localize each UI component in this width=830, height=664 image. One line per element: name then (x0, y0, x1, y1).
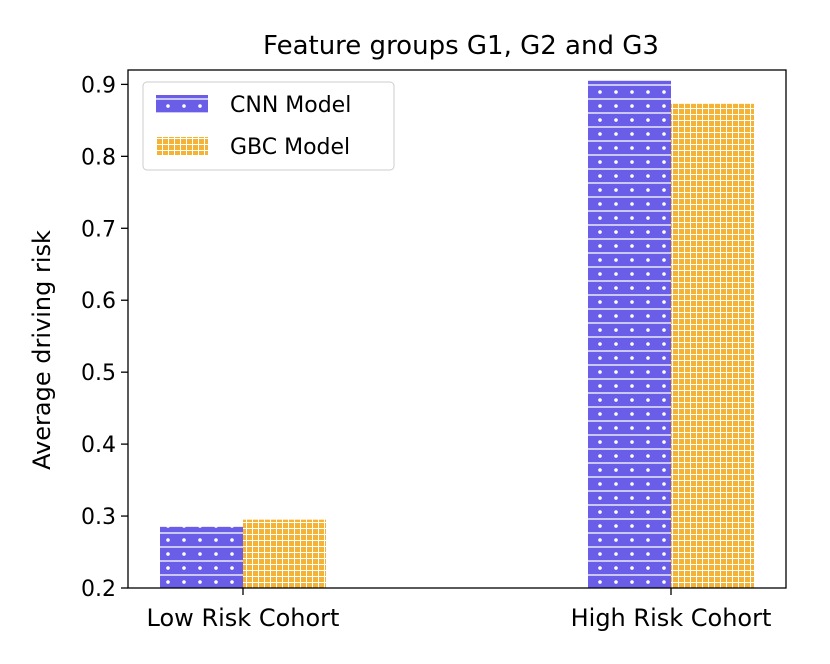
y-tick-label: 0.4 (81, 433, 116, 458)
x-tick-label: Low Risk Cohort (147, 604, 340, 632)
x-ticks-group: Low Risk Cohort High Risk Cohort (147, 588, 772, 632)
bars-group (160, 80, 754, 589)
y-tick-label: 0.9 (81, 73, 116, 98)
bar-cnn-model-2 (588, 80, 671, 589)
y-tick-label: 0.8 (81, 145, 116, 170)
y-tick-label: 0.5 (81, 361, 116, 386)
legend-label-cnn: CNN Model (230, 93, 351, 118)
y-axis-label: Average driving risk (28, 230, 56, 470)
y-tick-label: 0.6 (81, 289, 116, 314)
y-ticks-group: 0.2 0.3 0.4 0.5 0.6 0.7 0.8 0.9 (81, 73, 128, 602)
legend: CNN Model GBC Model (142, 81, 395, 171)
bar-cnn-model-1 (160, 526, 243, 588)
bar-gbc-model-2 (671, 103, 754, 588)
plot-frame (127, 69, 787, 589)
x-tick-label: High Risk Cohort (571, 604, 772, 632)
y-tick-label: 0.2 (81, 577, 116, 602)
y-tick-label: 0.3 (81, 505, 116, 530)
legend-swatch-gbc (156, 137, 208, 155)
bar-gbc-model-1 (243, 519, 326, 588)
chart-title: Feature groups G1, G2 and G3 (263, 31, 659, 61)
y-tick-label: 0.7 (81, 217, 116, 242)
legend-label-gbc: GBC Model (230, 135, 350, 160)
legend-swatch-cnn (156, 95, 208, 113)
